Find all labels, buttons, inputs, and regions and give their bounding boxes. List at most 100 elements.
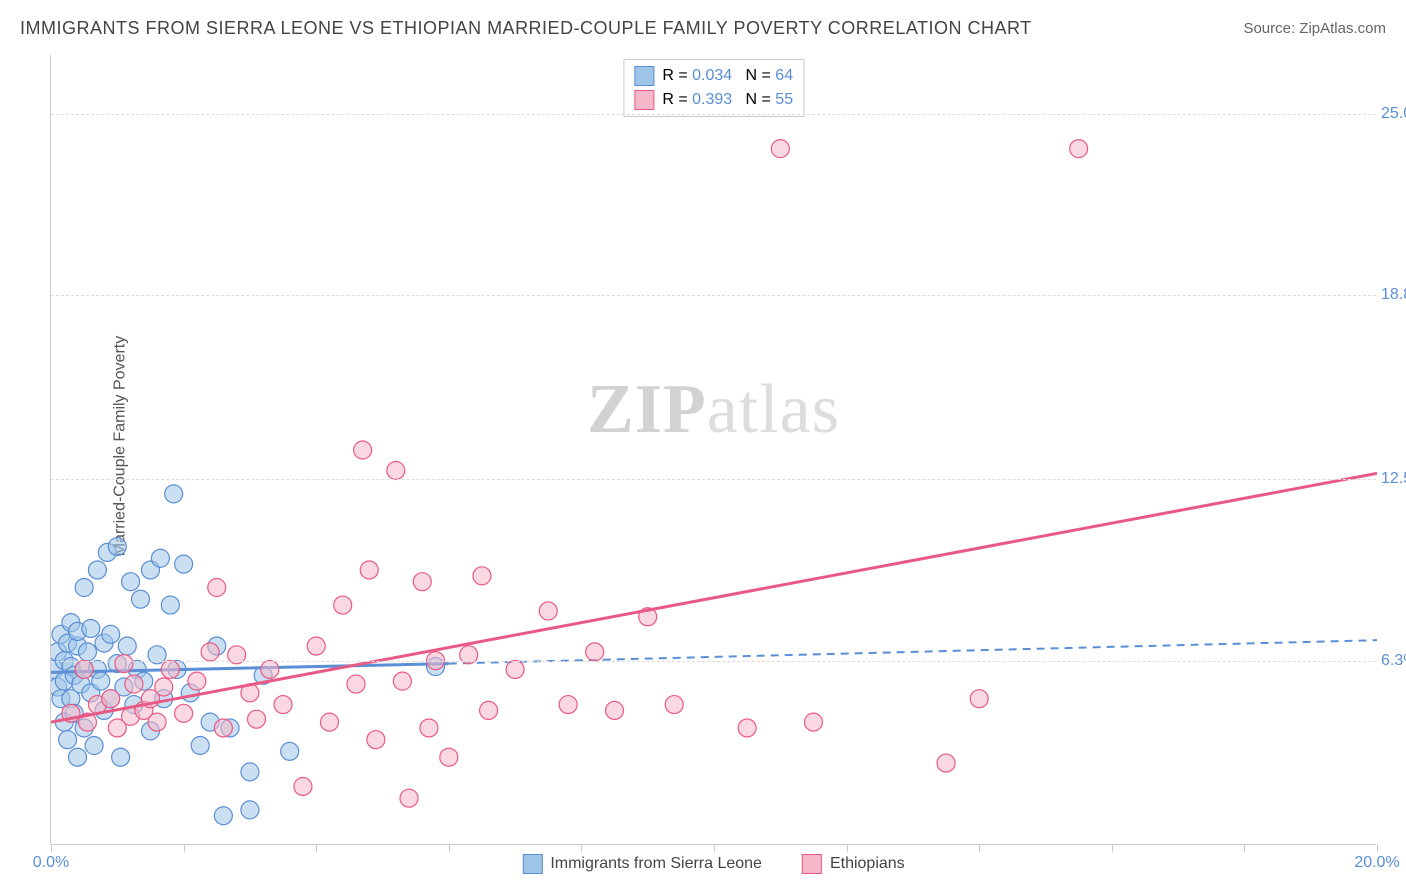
data-point: [78, 643, 96, 661]
data-point: [214, 807, 232, 825]
data-point: [354, 441, 372, 459]
legend-row: R = 0.034 N = 64: [634, 64, 793, 88]
data-point: [970, 690, 988, 708]
data-point: [294, 777, 312, 795]
data-point: [473, 567, 491, 585]
x-tick: [1112, 844, 1113, 852]
data-point: [175, 704, 193, 722]
data-point: [151, 549, 169, 567]
data-point: [367, 731, 385, 749]
data-point: [102, 690, 120, 708]
data-point: [586, 643, 604, 661]
data-point: [400, 789, 418, 807]
data-point: [132, 590, 150, 608]
gridline: [51, 295, 1376, 296]
data-point: [118, 637, 136, 655]
data-point: [307, 637, 325, 655]
legend-stats: R = 0.034 N = 64: [658, 67, 793, 85]
y-tick-label: 6.3%: [1381, 652, 1406, 670]
data-point: [241, 801, 259, 819]
data-point: [69, 748, 87, 766]
data-point: [175, 555, 193, 573]
data-point: [102, 625, 120, 643]
data-point: [937, 754, 955, 772]
data-point: [241, 763, 259, 781]
data-point: [771, 140, 789, 158]
data-point: [161, 596, 179, 614]
data-point: [112, 748, 130, 766]
data-point: [59, 731, 77, 749]
gridline: [51, 114, 1376, 115]
data-point: [1070, 140, 1088, 158]
data-point: [122, 573, 140, 591]
data-point: [148, 713, 166, 731]
legend-row: R = 0.393 N = 55: [634, 88, 793, 112]
x-tick: [1244, 844, 1245, 852]
x-tick: [847, 844, 848, 852]
data-point: [360, 561, 378, 579]
data-point: [665, 696, 683, 714]
x-tick-label: 20.0%: [1354, 854, 1399, 872]
x-tick: [714, 844, 715, 852]
correlation-legend: R = 0.034 N = 64 R = 0.393 N = 55: [623, 59, 804, 117]
scatter-plot-svg: [51, 55, 1377, 845]
data-point: [334, 596, 352, 614]
data-point: [214, 719, 232, 737]
data-point: [320, 713, 338, 731]
data-point: [281, 742, 299, 760]
legend-swatch: [522, 854, 542, 874]
data-point: [539, 602, 557, 620]
plot-area: ZIPatlas R = 0.034 N = 64 R = 0.393 N = …: [50, 55, 1376, 845]
data-point: [161, 660, 179, 678]
data-point: [506, 660, 524, 678]
x-tick: [581, 844, 582, 852]
y-tick-label: 18.8%: [1381, 286, 1406, 304]
data-point: [559, 696, 577, 714]
x-tick: [1377, 844, 1378, 852]
data-point: [393, 672, 411, 690]
data-point: [440, 748, 458, 766]
data-point: [75, 660, 93, 678]
legend-swatch: [634, 90, 654, 110]
data-point: [115, 655, 133, 673]
legend-swatch: [634, 66, 654, 86]
data-point: [155, 678, 173, 696]
data-point: [387, 461, 405, 479]
data-point: [480, 701, 498, 719]
series-legend-label: Ethiopians: [830, 855, 905, 873]
data-point: [738, 719, 756, 737]
x-tick-label: 0.0%: [33, 854, 69, 872]
x-tick: [316, 844, 317, 852]
data-point: [191, 737, 209, 755]
series-legend-item: Ethiopians: [802, 854, 905, 874]
series-legend-label: Immigrants from Sierra Leone: [550, 855, 762, 873]
data-point: [248, 710, 266, 728]
title-bar: IMMIGRANTS FROM SIERRA LEONE VS ETHIOPIA…: [20, 18, 1386, 39]
y-tick-label: 25.0%: [1381, 105, 1406, 123]
legend-swatch: [802, 854, 822, 874]
data-point: [188, 672, 206, 690]
data-point: [261, 660, 279, 678]
data-point: [75, 579, 93, 597]
data-point: [274, 696, 292, 714]
data-point: [347, 675, 365, 693]
series-legend-item: Immigrants from Sierra Leone: [522, 854, 762, 874]
legend-stats: R = 0.393 N = 55: [658, 91, 793, 109]
data-point: [201, 643, 219, 661]
x-tick: [979, 844, 980, 852]
data-point: [208, 579, 226, 597]
data-point: [88, 561, 106, 579]
x-tick: [51, 844, 52, 852]
data-point: [92, 672, 110, 690]
x-tick: [184, 844, 185, 852]
data-point: [108, 538, 126, 556]
source-label: Source: ZipAtlas.com: [1243, 20, 1386, 37]
x-tick: [449, 844, 450, 852]
series-legend: Immigrants from Sierra Leone Ethiopians: [522, 854, 904, 874]
data-point: [606, 701, 624, 719]
data-point: [413, 573, 431, 591]
gridline: [51, 661, 1376, 662]
data-point: [165, 485, 183, 503]
data-point: [125, 675, 143, 693]
gridline: [51, 479, 1376, 480]
